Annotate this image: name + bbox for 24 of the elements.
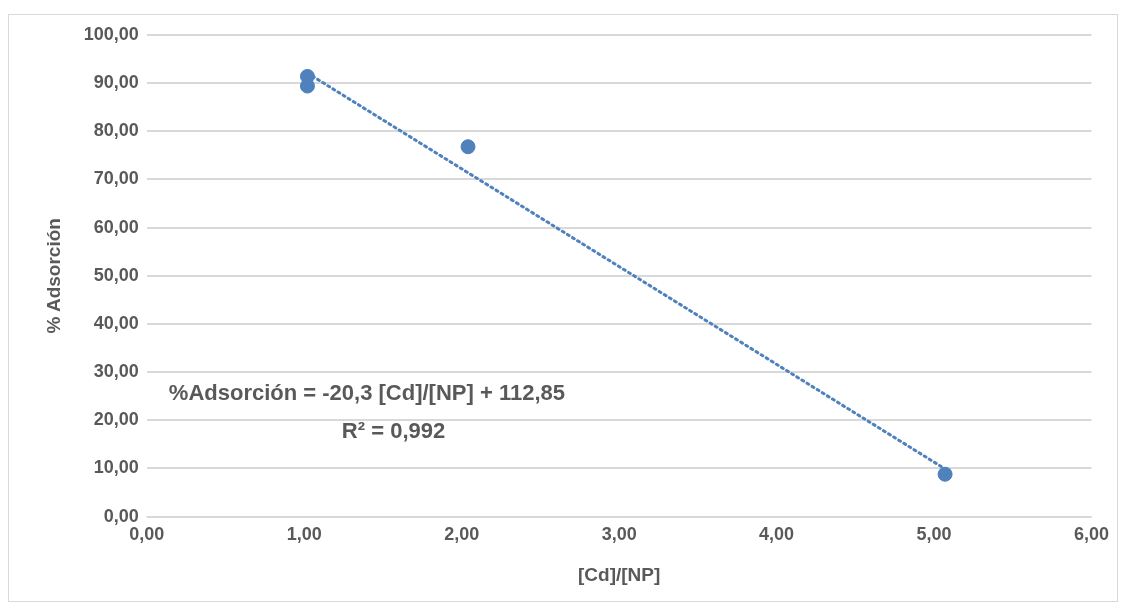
- x-tick-label: 0,00: [129, 524, 165, 545]
- point: [937, 466, 953, 482]
- x-tick-label: 1,00: [286, 524, 322, 545]
- x-tick-label: 2,00: [444, 524, 480, 545]
- x-tick-label: 3,00: [601, 524, 637, 545]
- y-axis-title: % Adsorción: [42, 218, 64, 334]
- x-tick-label: 6,00: [1073, 524, 1110, 545]
- y-tick-label: 70,00: [93, 168, 139, 189]
- point: [460, 139, 476, 155]
- y-tick-label: 10,00: [93, 457, 139, 478]
- y-tick-label: 100,00: [83, 23, 139, 44]
- x-tick-label: 4,00: [759, 524, 795, 545]
- y-tick-label: 60,00: [93, 216, 139, 237]
- x-tick-label: 5,00: [916, 524, 952, 545]
- y-tick-label: 80,00: [93, 120, 139, 141]
- y-tick-label: 20,00: [93, 409, 139, 430]
- y-tick-label: 40,00: [93, 312, 139, 333]
- annotation: R² = 0,992: [341, 418, 446, 444]
- y-tick-label: 50,00: [93, 264, 139, 285]
- y-tick-label: 30,00: [93, 361, 139, 382]
- annotation: %Adsorción = -20,3 [Cd]/[NP] + 112,85: [168, 379, 565, 405]
- y-tick-label: 0,00: [103, 505, 139, 526]
- x-axis-title: [Cd]/[NP]: [578, 563, 661, 585]
- y-tick-label: 90,00: [93, 72, 139, 93]
